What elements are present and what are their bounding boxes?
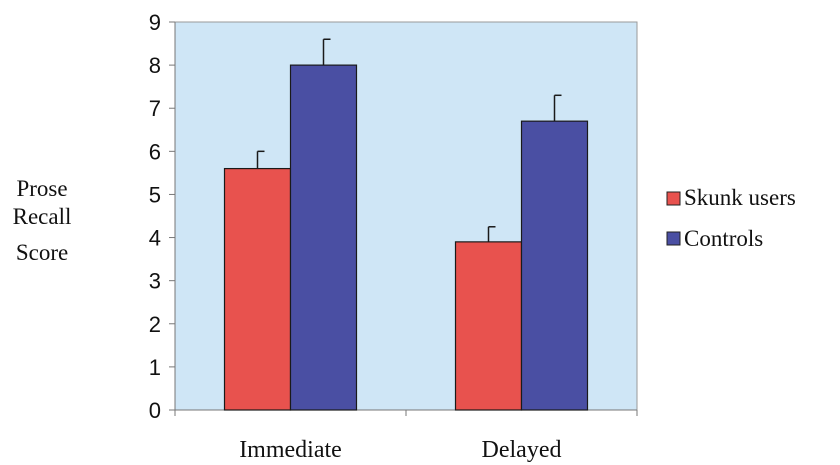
y-tick-label: 8 bbox=[149, 53, 161, 78]
y-axis-label-line-2: Recall bbox=[13, 204, 72, 229]
y-tick-label: 0 bbox=[149, 398, 161, 423]
legend: Skunk users Controls bbox=[666, 185, 796, 251]
bar-controls bbox=[289, 64, 358, 411]
y-tick-label: 4 bbox=[149, 226, 161, 251]
legend-swatch-controls bbox=[666, 231, 681, 246]
y-tick-label: 1 bbox=[149, 355, 161, 380]
x-category-label: Delayed bbox=[482, 437, 562, 463]
y-tick-label: 6 bbox=[149, 139, 161, 164]
legend-label-controls: Controls bbox=[684, 226, 763, 251]
y-tick-label: 5 bbox=[149, 182, 161, 207]
x-axis: Immediate Delayed bbox=[174, 410, 638, 463]
legend-swatch-skunk-users bbox=[666, 191, 681, 206]
legend-label-skunk-users: Skunk users bbox=[684, 185, 796, 210]
y-tick-label: 9 bbox=[149, 10, 161, 35]
y-axis-label-line-1: Prose bbox=[16, 176, 67, 201]
y-axis-label-line-3: Score bbox=[16, 240, 68, 265]
bar-skunk-users bbox=[454, 241, 523, 411]
y-tick-label: 3 bbox=[149, 269, 161, 294]
bar-controls bbox=[520, 120, 589, 411]
x-category-label: Immediate bbox=[239, 437, 342, 463]
bar-group bbox=[223, 38, 589, 411]
bar-skunk-users bbox=[223, 167, 292, 411]
y-tick-label: 7 bbox=[149, 96, 161, 121]
y-tick-label: 2 bbox=[149, 312, 161, 337]
